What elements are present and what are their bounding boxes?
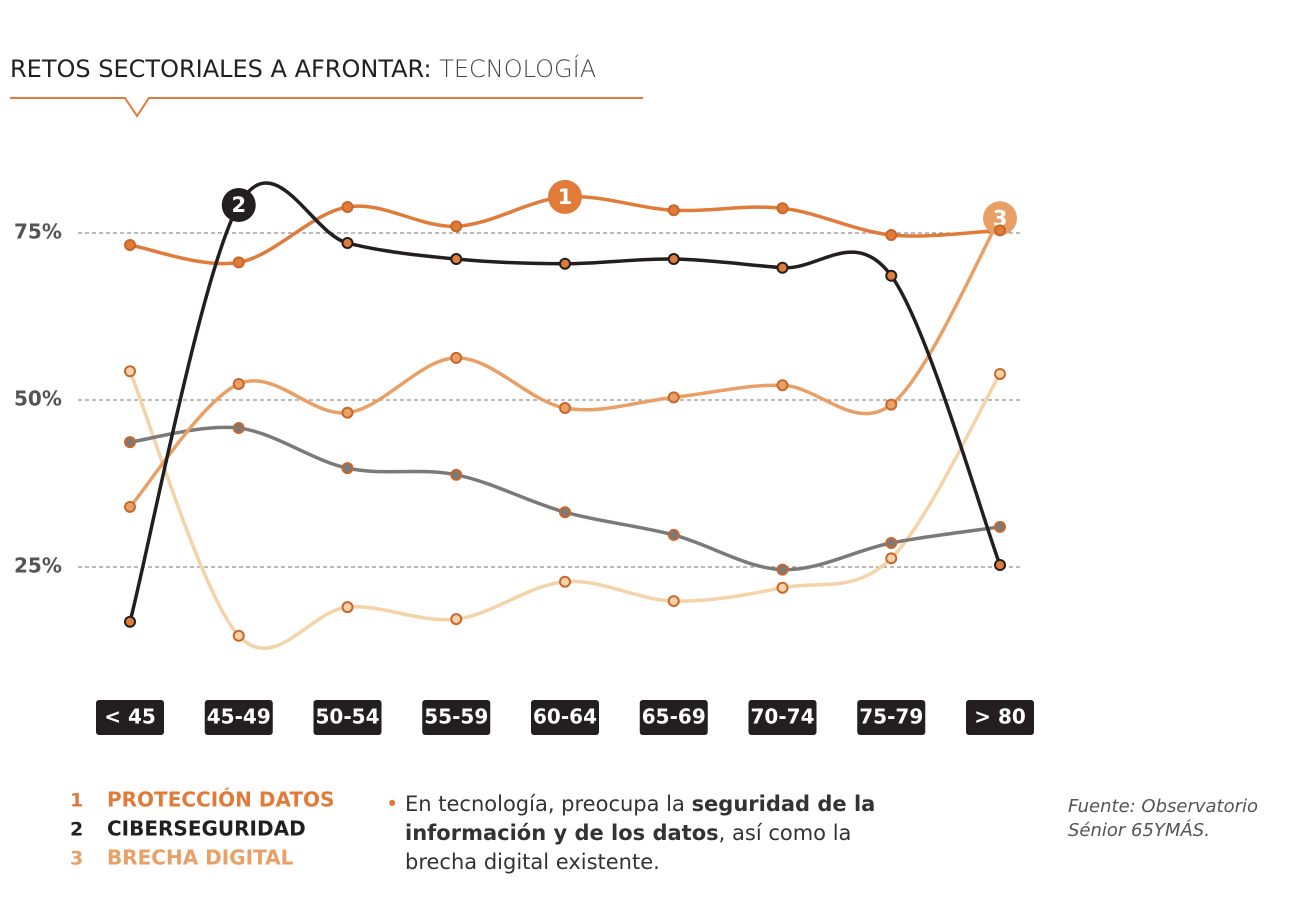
point xyxy=(994,224,1006,237)
y-tick-label: 50% xyxy=(14,387,62,411)
point xyxy=(559,575,571,588)
category-box xyxy=(204,700,273,735)
point xyxy=(667,204,680,217)
legend-label: PROTECCIÓN DATOS xyxy=(107,788,334,812)
point xyxy=(232,629,245,642)
category-box xyxy=(639,700,708,735)
note-text: En tecnología, preocupa la xyxy=(405,792,692,816)
category-box xyxy=(966,700,1034,735)
point xyxy=(450,351,463,364)
point xyxy=(559,257,571,270)
point xyxy=(124,239,136,252)
point xyxy=(885,536,898,549)
legend-number: 1 xyxy=(70,790,83,812)
point xyxy=(232,422,245,435)
point xyxy=(994,367,1006,380)
point xyxy=(885,552,898,565)
category-box xyxy=(96,700,164,735)
point xyxy=(450,613,463,626)
point xyxy=(341,406,354,419)
point xyxy=(450,220,463,233)
legend-label: BRECHA DIGITAL xyxy=(107,846,294,870)
point xyxy=(776,563,789,576)
point xyxy=(124,615,136,628)
point xyxy=(885,269,898,282)
category-box xyxy=(748,700,817,735)
category-box xyxy=(857,700,926,735)
point xyxy=(667,595,680,608)
point xyxy=(776,261,789,274)
point xyxy=(341,462,354,475)
series-line xyxy=(129,425,1001,572)
badge-label: 2 xyxy=(231,193,246,217)
point xyxy=(776,202,789,215)
point xyxy=(450,468,463,481)
x-tick-label: 65-69 xyxy=(642,705,706,729)
x-tick-label: > 80 xyxy=(974,705,1026,729)
legend-number: 3 xyxy=(70,848,83,870)
point xyxy=(232,377,245,390)
point xyxy=(776,581,789,594)
badge-label: 3 xyxy=(993,206,1008,230)
category-box xyxy=(422,700,491,735)
point xyxy=(559,506,571,519)
badge xyxy=(983,201,1017,236)
badge xyxy=(548,179,582,214)
point xyxy=(341,601,354,614)
note-bold: seguridad de la información y de los dat… xyxy=(405,792,876,845)
badge-label: 1 xyxy=(558,185,573,209)
point xyxy=(667,528,680,541)
chart-title: RETOS SECTORIALES A AFRONTAR: TECNOLOGÍA xyxy=(10,54,596,83)
bullet: • xyxy=(386,792,399,816)
point xyxy=(124,436,136,449)
badge xyxy=(221,187,256,222)
y-tick-label: 25% xyxy=(14,554,62,578)
point xyxy=(885,398,898,411)
title-main: RETOS SECTORIALES A AFRONTAR: xyxy=(10,55,432,83)
title-underline xyxy=(10,97,643,118)
x-tick-label: < 45 xyxy=(104,705,156,729)
x-tick-label: 55-59 xyxy=(424,705,488,729)
category-box xyxy=(313,700,382,735)
point xyxy=(232,256,245,269)
x-tick-label: 70-74 xyxy=(751,705,815,729)
y-tick-label: 75% xyxy=(14,220,62,244)
legend-label: CIBERSEGURIDAD xyxy=(107,817,306,841)
x-tick-label: 60-64 xyxy=(533,705,597,729)
point xyxy=(994,558,1006,571)
point xyxy=(124,365,136,378)
legend-number: 2 xyxy=(70,819,83,841)
x-tick-label: 75-79 xyxy=(859,705,923,729)
point xyxy=(341,237,354,250)
point xyxy=(450,253,463,266)
point xyxy=(667,253,680,266)
point xyxy=(776,379,789,392)
x-tick-label: 45-49 xyxy=(207,705,271,729)
note: En tecnología, preocupa la seguridad de … xyxy=(405,790,885,877)
point xyxy=(341,200,354,213)
category-box xyxy=(531,700,599,735)
point xyxy=(885,229,898,242)
title-topic: TECNOLOGÍA xyxy=(439,54,596,83)
point xyxy=(559,402,571,415)
point xyxy=(124,500,136,513)
point xyxy=(994,520,1006,533)
source: Fuente: Observatorio Sénior 65YMÁS. xyxy=(1068,796,1259,841)
x-tick-label: 50-54 xyxy=(316,705,380,729)
note-text: , así como la brecha digital existente. xyxy=(405,821,852,874)
point xyxy=(667,391,680,404)
